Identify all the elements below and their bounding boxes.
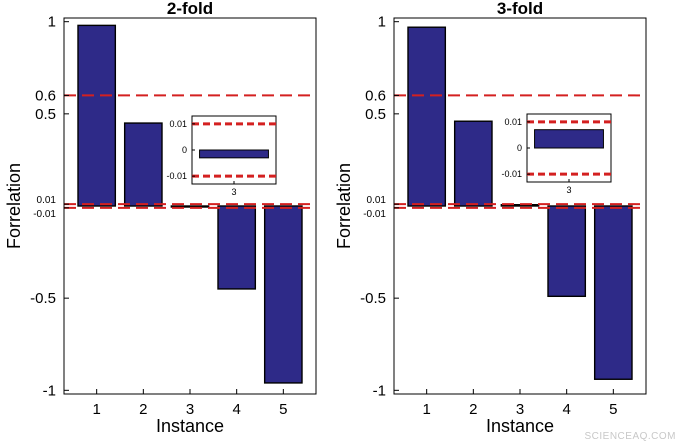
x-tick-label: 2 bbox=[139, 401, 147, 418]
inset-y-tick-label: 0.01 bbox=[504, 117, 522, 127]
y-tick-label: -0.01 bbox=[363, 209, 386, 220]
bar-instance-4 bbox=[217, 205, 257, 290]
x-tick-label: 3 bbox=[186, 401, 194, 418]
bar-instance-5 bbox=[263, 205, 303, 384]
y-tick-label: 0.6 bbox=[365, 87, 386, 104]
panel-2-fold: 2-fold 1 0.6 0.5 0.01 -0.01 -0.5 -1 1 2 3 4 5 Instanc… bbox=[4, 0, 317, 436]
inset-y-tick-label: -0.01 bbox=[166, 171, 187, 181]
x-tick-label: 1 bbox=[422, 401, 430, 418]
inset-plot: 0.01 0 -0.01 3 bbox=[166, 115, 277, 197]
y-axis-label: Forrelation bbox=[4, 163, 24, 249]
y-tick-label: 0.01 bbox=[37, 195, 57, 206]
inset-y-tick-label: 0.01 bbox=[169, 119, 187, 129]
y-tick-label: -1 bbox=[373, 382, 386, 399]
y-tick-label: 0.6 bbox=[35, 87, 56, 104]
chart-title: 2-fold bbox=[167, 0, 213, 18]
bar-instance-1 bbox=[77, 24, 117, 207]
x-tick-label: 5 bbox=[279, 401, 287, 418]
inset-y-tick-label: -0.01 bbox=[501, 169, 522, 179]
y-tick-label: -0.5 bbox=[30, 290, 56, 307]
inset-x-tick-label: 3 bbox=[231, 187, 236, 197]
inset-y-tick-label: 0 bbox=[182, 145, 187, 155]
y-tick-label: -0.5 bbox=[360, 290, 386, 307]
panel-3-fold: 3-fold 1 0.6 0.5 0.01 -0.01 -0.5 -1 1 2 3 4 5 Instanc… bbox=[334, 0, 647, 436]
x-axis-label: Instance bbox=[486, 416, 554, 436]
bar-instance-5 bbox=[593, 205, 633, 380]
x-tick-label: 5 bbox=[609, 401, 617, 418]
bar-instance-4 bbox=[547, 205, 587, 298]
y-tick-label: 0.5 bbox=[35, 106, 56, 123]
x-tick-label: 3 bbox=[516, 401, 524, 418]
inset-x-tick-label: 3 bbox=[566, 185, 571, 195]
inset-y-tick-label: 0 bbox=[517, 143, 522, 153]
y-tick-label: 1 bbox=[378, 14, 386, 31]
y-axis-label: Forrelation bbox=[334, 163, 354, 249]
x-tick-label: 4 bbox=[232, 401, 240, 418]
bar-instance-2 bbox=[123, 122, 163, 207]
chart-title: 3-fold bbox=[497, 0, 543, 18]
watermark: SCIENCEAQ.COM bbox=[584, 431, 676, 442]
bar-instance-2 bbox=[453, 120, 493, 207]
inset-bar-instance-3 bbox=[534, 129, 604, 149]
x-tick-label: 1 bbox=[92, 401, 100, 418]
x-axis-label: Instance bbox=[156, 416, 224, 436]
y-tick-label: 1 bbox=[48, 14, 56, 31]
x-tick-label: 4 bbox=[562, 401, 570, 418]
y-tick-label: 0.5 bbox=[365, 106, 386, 123]
bar-instance-1 bbox=[407, 26, 447, 207]
y-tick-label: 0.01 bbox=[367, 195, 387, 206]
inset-bar-instance-3 bbox=[199, 149, 269, 159]
inset-plot: 0.01 0 -0.01 3 bbox=[501, 113, 612, 195]
y-tick-label: -0.01 bbox=[33, 209, 56, 220]
y-tick-label: -1 bbox=[43, 382, 56, 399]
x-tick-label: 2 bbox=[469, 401, 477, 418]
